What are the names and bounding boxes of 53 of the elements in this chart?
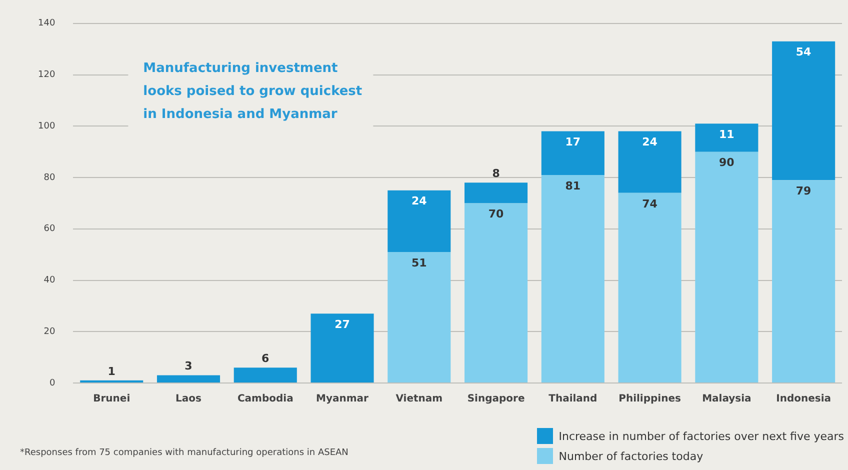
- data-label: 51: [411, 256, 427, 270]
- legend-label: Increase in number of factories over next five years: [558, 430, 844, 442]
- y-tick-label: 80: [44, 172, 56, 183]
- data-label: 74: [642, 197, 658, 210]
- bar: [310, 314, 374, 382]
- x-tick-label: Singapore: [467, 394, 525, 405]
- bar: [541, 131, 604, 175]
- bar: [541, 174, 604, 382]
- x-tick-label: Laos: [176, 394, 202, 405]
- x-tick-label: Philippines: [618, 394, 681, 405]
- data-label: 11: [719, 128, 734, 141]
- bar: [618, 131, 682, 193]
- bar: [388, 190, 451, 252]
- bar: [695, 124, 758, 152]
- data-label: 17: [565, 136, 581, 149]
- bar: [618, 192, 682, 382]
- data-label: 54: [796, 46, 812, 59]
- x-tick-label: Vietnam: [396, 394, 443, 405]
- bar: [234, 368, 297, 382]
- x-tick-label: Indonesia: [776, 394, 832, 405]
- y-tick-label: 120: [38, 70, 56, 80]
- data-label: 79: [796, 184, 812, 198]
- bar: [772, 41, 836, 180]
- bar: [464, 203, 528, 382]
- data-label: 70: [488, 208, 504, 221]
- data-label: 1: [108, 364, 116, 378]
- data-label: 90: [719, 156, 735, 170]
- data-label: 24: [642, 136, 658, 149]
- data-label: 3: [184, 360, 192, 373]
- y-tick-label: 140: [38, 18, 56, 29]
- bar: [388, 252, 451, 382]
- y-tick-label: 40: [44, 276, 56, 286]
- x-tick-label: Brunei: [93, 394, 130, 405]
- bar: [695, 152, 758, 382]
- text: *Responses from 75 companies with manufacturing operations in ASEAN: [20, 448, 348, 458]
- data-label: 24: [411, 194, 428, 208]
- y-tick-label: 20: [44, 326, 56, 337]
- data-label: 8: [492, 167, 500, 180]
- bar: [156, 375, 220, 382]
- x-tick-label: Myanmar: [316, 394, 369, 405]
- y-tick-label: 100: [38, 121, 56, 132]
- annotation: Manufacturing investment looks poised to grow quickest in Indonesia and Myanmar: [143, 60, 362, 122]
- y-tick-label: 0: [49, 378, 56, 388]
- x-tick-label: Malaysia: [702, 394, 752, 405]
- data-label: 81: [565, 179, 581, 192]
- x-tick-label: Cambodia: [237, 394, 294, 405]
- data-label: 27: [334, 318, 350, 332]
- bar: [772, 180, 836, 382]
- legend-label: Number of factories today: [558, 450, 704, 462]
- y-tick-label: 60: [44, 224, 56, 234]
- data-label: 6: [262, 352, 270, 365]
- x-tick-label: Thailand: [548, 394, 598, 405]
- bar: [464, 182, 528, 204]
